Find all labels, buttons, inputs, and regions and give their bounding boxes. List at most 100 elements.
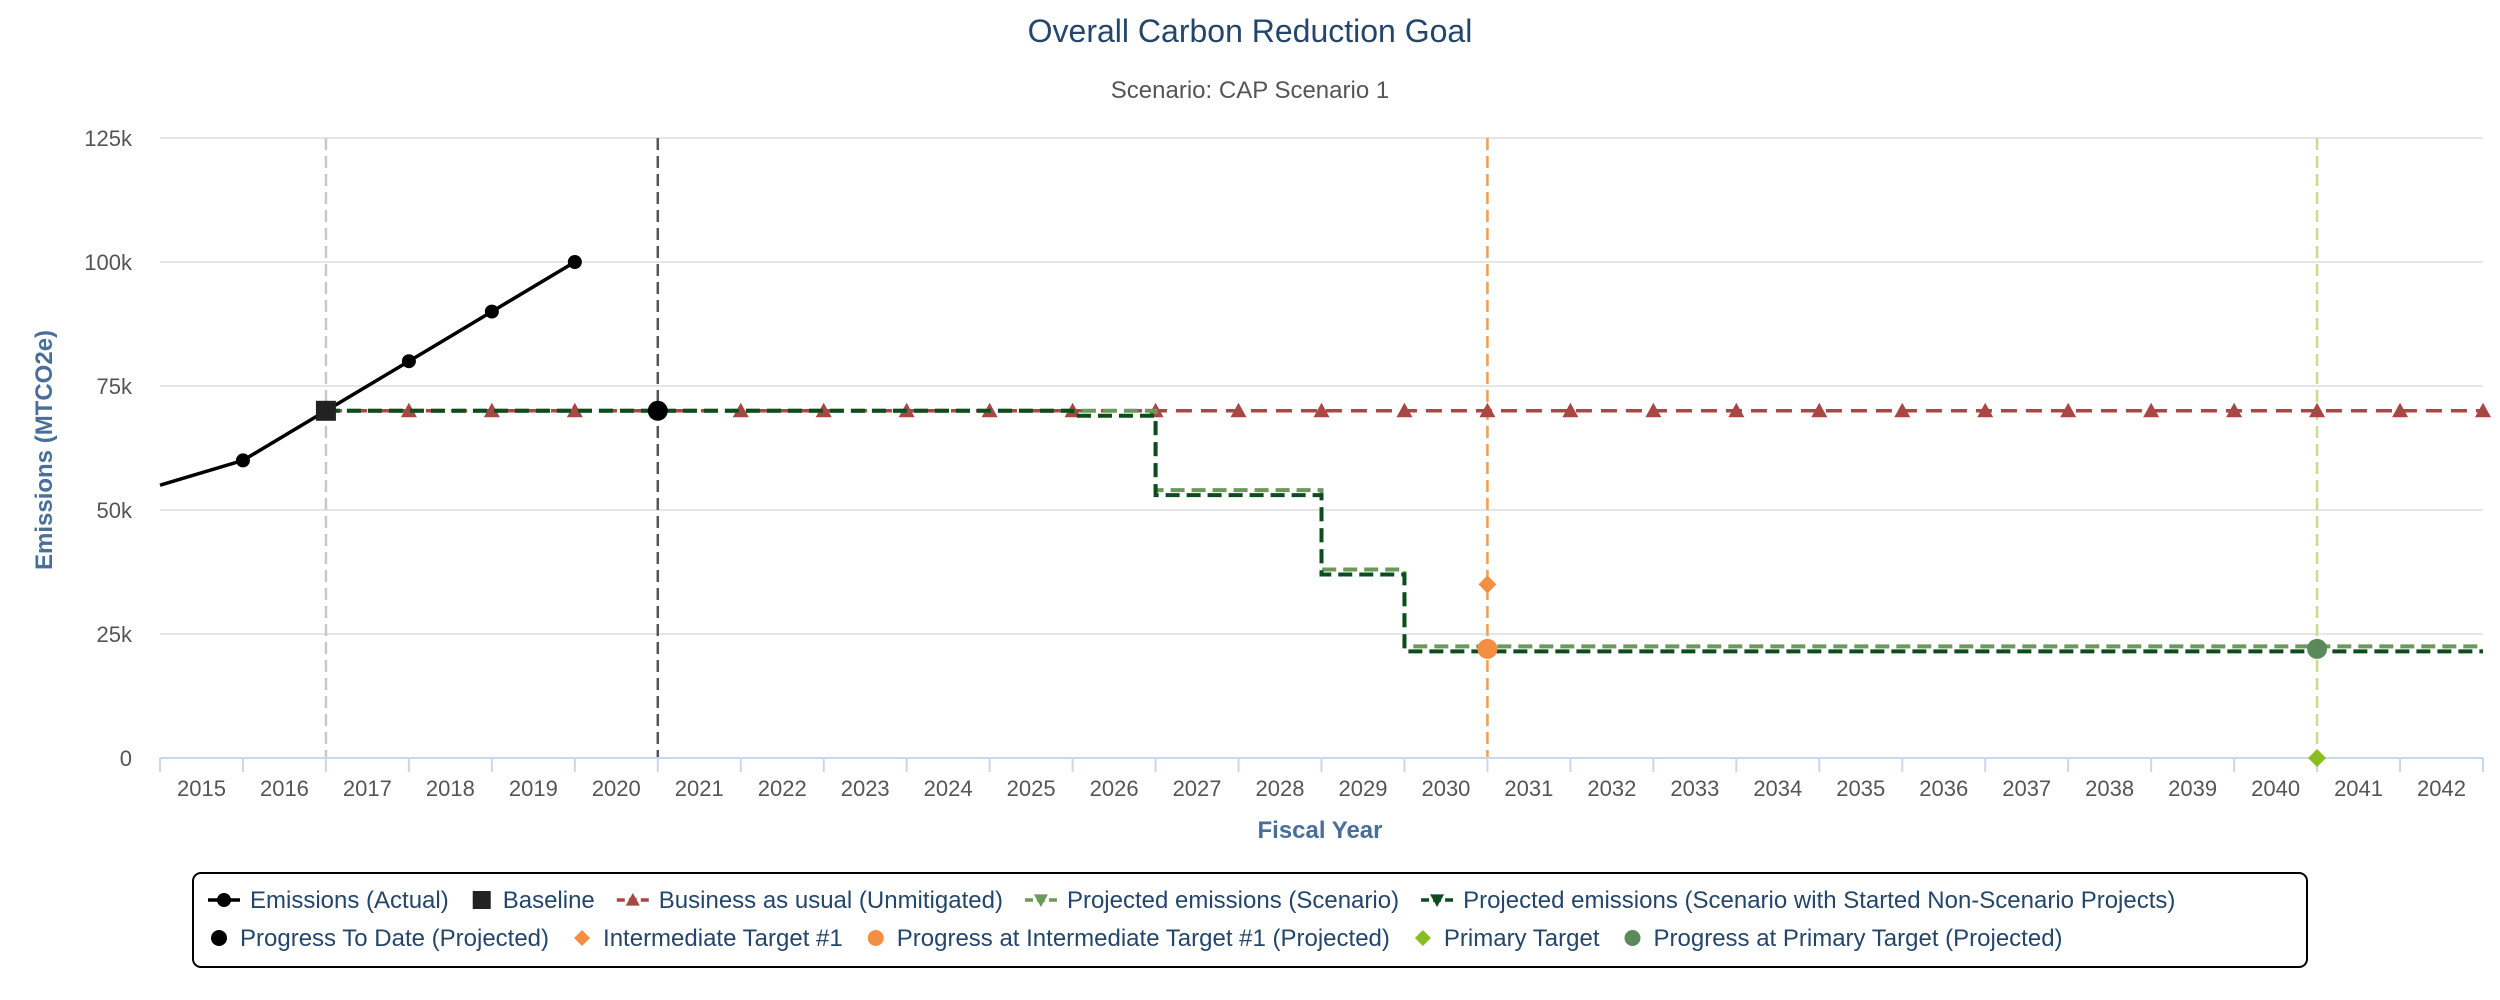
data-point [1313, 402, 1330, 418]
x-tick-label: 2042 [2417, 776, 2466, 801]
x-tick-label: 2016 [260, 776, 309, 801]
legend-marker [1414, 930, 1431, 946]
x-tick-label: 2040 [2251, 776, 2300, 801]
legend-label: Projected emissions (Scenario with Start… [1463, 887, 2175, 914]
x-tick-label: 2023 [841, 776, 890, 801]
y-axis-title: Emissions (MTCO2e) [31, 330, 58, 570]
legend-marker [217, 893, 231, 907]
y-tick-label: 50k [97, 498, 133, 523]
legend-label: Business as usual (Unmitigated) [659, 887, 1003, 914]
legend-label: Baseline [503, 887, 595, 914]
legend-label: Progress To Date (Projected) [240, 925, 549, 952]
legend-item: Intermediate Target #1 [574, 925, 843, 952]
data-point [400, 402, 417, 418]
x-tick-label: 2032 [1587, 776, 1636, 801]
data-point [2309, 402, 2326, 418]
x-tick-label: 2030 [1421, 776, 1470, 801]
x-tick-label: 2037 [2002, 776, 2051, 801]
series-layer [159, 255, 2491, 767]
data-point [2308, 749, 2327, 767]
axes: 0 25k 50k 75k 100k 125k 2015 2016 2017 2018 2019 20… [84, 126, 2484, 801]
series-intermediate-target-1 [1478, 575, 1497, 594]
legend-item: Primary Target [1414, 925, 1600, 952]
data-point [1645, 402, 1662, 418]
legend-marker [1624, 930, 1641, 946]
legend-label: Intermediate Target #1 [603, 925, 843, 952]
series-baseline [315, 400, 336, 421]
data-point [1811, 402, 1828, 418]
plot-bands [324, 138, 2319, 758]
legend-label: Projected emissions (Scenario) [1067, 887, 1399, 914]
chart-title: Overall Carbon Reduction Goal [1028, 13, 1473, 49]
data-point [1230, 402, 1247, 418]
x-tick-label: 2029 [1339, 776, 1388, 801]
series-line [325, 408, 2483, 654]
data-point [1977, 402, 1994, 418]
x-tick-label: 2033 [1670, 776, 1719, 801]
x-axis-title: Fiscal Year [1258, 817, 1383, 844]
legend-item: Progress at Primary Target (Projected) [1624, 925, 2063, 952]
data-point [315, 400, 336, 421]
legend-item: Progress at Intermediate Target #1 (Proj… [867, 925, 1390, 952]
x-tick-label: 2035 [1836, 776, 1885, 801]
legend-marker [867, 930, 884, 946]
legend-item: Emissions (Actual) [208, 887, 449, 914]
data-point [2307, 638, 2328, 659]
series-emissions-actual [159, 255, 582, 487]
legend-label: Primary Target [1444, 925, 1600, 952]
y-tick-label: 0 [120, 746, 132, 771]
data-point [1396, 402, 1413, 418]
x-tick-label: 2027 [1173, 776, 1222, 801]
x-tick-label: 2031 [1504, 776, 1553, 801]
x-tick-label: 2036 [1919, 776, 1968, 801]
chart-subtitle: Scenario: CAP Scenario 1 [1111, 77, 1389, 104]
legend-label: Emissions (Actual) [250, 887, 449, 914]
series-projected-emissions-scenario-with-started-non-scenario-projects [325, 408, 2483, 654]
series-progress-to-date-projected [647, 400, 668, 421]
x-tick-label: 2018 [426, 776, 475, 801]
y-tick-label: 25k [97, 622, 133, 647]
legend-label: Progress at Primary Target (Projected) [1654, 925, 2063, 952]
legend-marker [211, 930, 227, 946]
data-point [484, 304, 499, 319]
legend-marker [1430, 894, 1445, 907]
y-tick-label: 75k [97, 374, 133, 399]
gridlines [160, 137, 2483, 635]
legend-marker [472, 891, 491, 909]
x-tick-label: 2015 [177, 776, 226, 801]
x-tick-label: 2020 [592, 776, 641, 801]
x-tick-label: 2028 [1256, 776, 1305, 801]
data-point [483, 402, 500, 418]
series-progress-at-intermediate-target-1-projected [1477, 638, 1498, 659]
x-tick-label: 2024 [924, 776, 973, 801]
x-tick-label: 2041 [2334, 776, 2383, 801]
data-point [1894, 402, 1911, 418]
data-point [401, 354, 416, 369]
series-line [159, 260, 576, 487]
x-tick-label: 2025 [1007, 776, 1056, 801]
legend-item: Business as usual (Unmitigated) [616, 887, 1003, 914]
data-point [1478, 575, 1497, 594]
data-point [732, 402, 749, 418]
x-tick-label: 2021 [675, 776, 724, 801]
data-point [567, 255, 582, 269]
series-line [325, 408, 2483, 649]
legend-item: Projected emissions (Scenario with Start… [1421, 887, 2175, 914]
legend: Emissions (Actual) Baseline Business as us… [208, 887, 2175, 952]
legend-marker [625, 893, 640, 906]
data-point [2226, 402, 2243, 418]
data-point [1562, 402, 1579, 418]
legend-item: Projected emissions (Scenario) [1024, 887, 1399, 914]
series-progress-at-primary-target-projected [2307, 638, 2328, 659]
legend-item: Baseline [472, 887, 595, 914]
y-tick-label: 125k [84, 126, 133, 151]
legend-label: Progress at Intermediate Target #1 (Proj… [897, 925, 1390, 952]
legend-box [192, 872, 2308, 968]
x-tick-label: 2038 [2085, 776, 2134, 801]
series-projected-emissions-scenario [325, 408, 2483, 649]
x-tick-label: 2022 [758, 776, 807, 801]
data-point [2392, 402, 2409, 418]
x-tick-label: 2034 [1753, 776, 1802, 801]
